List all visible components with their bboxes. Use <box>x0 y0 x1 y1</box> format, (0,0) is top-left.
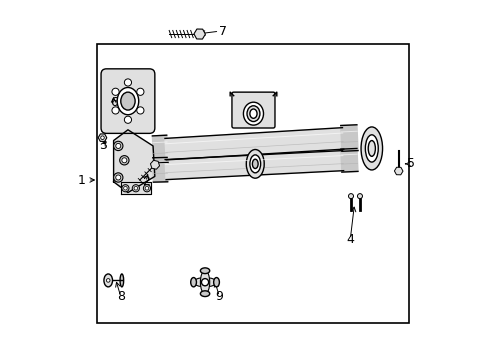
Polygon shape <box>113 130 155 193</box>
Ellipse shape <box>246 149 264 178</box>
Circle shape <box>116 143 121 148</box>
Circle shape <box>113 173 122 182</box>
Ellipse shape <box>200 291 209 297</box>
Ellipse shape <box>117 87 139 115</box>
Text: 7: 7 <box>219 25 226 38</box>
Ellipse shape <box>360 127 382 170</box>
Ellipse shape <box>213 278 219 287</box>
Ellipse shape <box>200 271 209 294</box>
Circle shape <box>116 175 121 180</box>
Ellipse shape <box>121 92 135 110</box>
Text: 8: 8 <box>117 290 124 303</box>
Ellipse shape <box>252 159 258 168</box>
Circle shape <box>112 88 119 95</box>
Circle shape <box>137 88 143 95</box>
Circle shape <box>134 186 137 190</box>
Text: 3: 3 <box>99 139 106 152</box>
Ellipse shape <box>104 274 112 287</box>
Ellipse shape <box>367 140 375 156</box>
Circle shape <box>113 141 122 150</box>
Text: 1: 1 <box>77 174 85 186</box>
Circle shape <box>120 156 129 165</box>
Circle shape <box>145 186 148 190</box>
Circle shape <box>123 186 127 190</box>
Bar <box>97 44 408 323</box>
Circle shape <box>124 79 131 86</box>
Circle shape <box>101 136 104 139</box>
Text: 6: 6 <box>109 96 117 109</box>
Text: 4: 4 <box>346 233 353 246</box>
Polygon shape <box>152 157 167 182</box>
Circle shape <box>357 194 362 199</box>
Polygon shape <box>340 148 357 172</box>
Polygon shape <box>340 125 357 151</box>
Circle shape <box>122 185 129 192</box>
Ellipse shape <box>243 102 263 125</box>
Polygon shape <box>165 150 343 180</box>
Ellipse shape <box>365 135 378 162</box>
Circle shape <box>143 185 150 192</box>
Ellipse shape <box>190 278 196 287</box>
Polygon shape <box>164 128 343 160</box>
Circle shape <box>132 185 139 192</box>
Ellipse shape <box>201 279 208 286</box>
Circle shape <box>106 279 110 282</box>
Ellipse shape <box>246 106 260 122</box>
FancyBboxPatch shape <box>231 92 274 128</box>
Polygon shape <box>152 135 168 163</box>
Circle shape <box>112 107 119 114</box>
Text: 9: 9 <box>215 290 223 303</box>
Circle shape <box>348 194 353 199</box>
Circle shape <box>122 158 126 163</box>
Ellipse shape <box>249 155 260 173</box>
Ellipse shape <box>249 109 257 118</box>
Circle shape <box>124 116 131 123</box>
Ellipse shape <box>120 274 123 287</box>
Ellipse shape <box>193 278 216 287</box>
Polygon shape <box>121 182 151 194</box>
Circle shape <box>137 107 143 114</box>
FancyBboxPatch shape <box>101 69 155 134</box>
Text: 2: 2 <box>142 175 149 188</box>
Ellipse shape <box>200 268 209 274</box>
Polygon shape <box>230 92 276 96</box>
Text: 5: 5 <box>407 157 414 170</box>
